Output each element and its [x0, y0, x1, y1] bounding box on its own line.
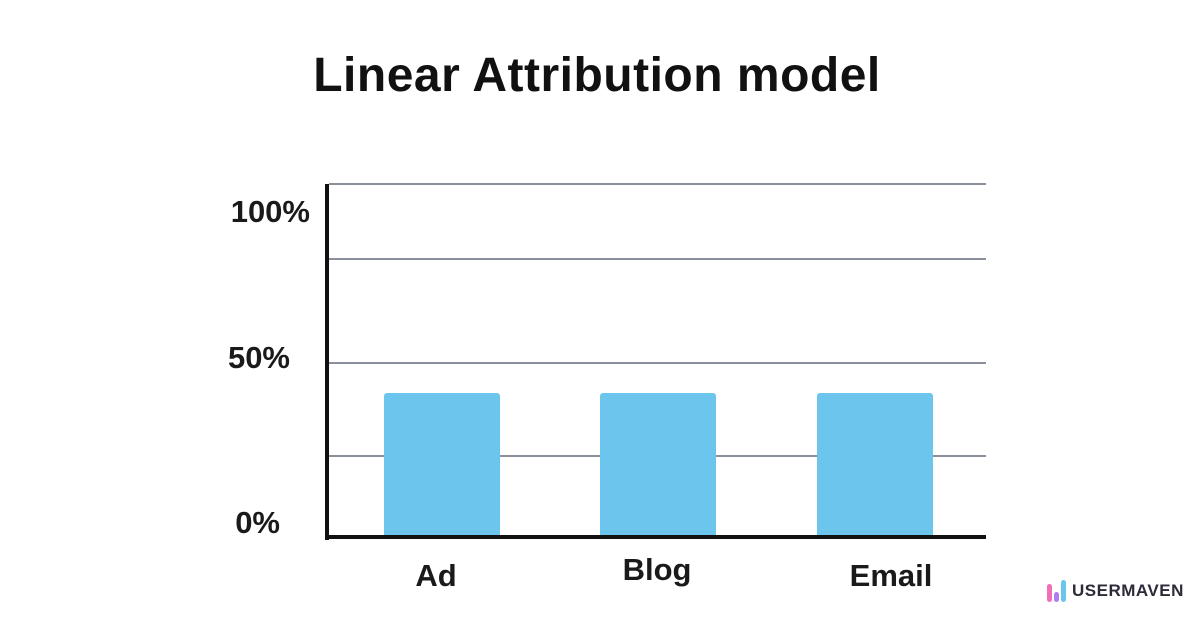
y-tick-50: 50% — [227, 340, 290, 375]
bar-ad — [384, 393, 500, 536]
y-axis — [325, 184, 329, 540]
y-tick-100: 100% — [230, 194, 310, 229]
x-axis — [325, 535, 986, 539]
bar-blog — [600, 393, 716, 536]
x-label-blog: Blog — [622, 552, 692, 587]
bar-email — [817, 393, 933, 536]
x-label-ad: Ad — [415, 558, 457, 593]
gridline — [329, 362, 986, 364]
y-tick-0: 0% — [235, 505, 280, 540]
brand-logo: USERMAVEN — [1047, 580, 1184, 602]
gridline — [329, 183, 986, 185]
brand-name: USERMAVEN — [1072, 581, 1184, 600]
usermaven-bars-logo-icon — [1047, 580, 1066, 602]
x-label-email: Email — [849, 558, 933, 593]
gridline — [329, 258, 986, 260]
chart-title: Linear Attribution model — [313, 49, 881, 102]
